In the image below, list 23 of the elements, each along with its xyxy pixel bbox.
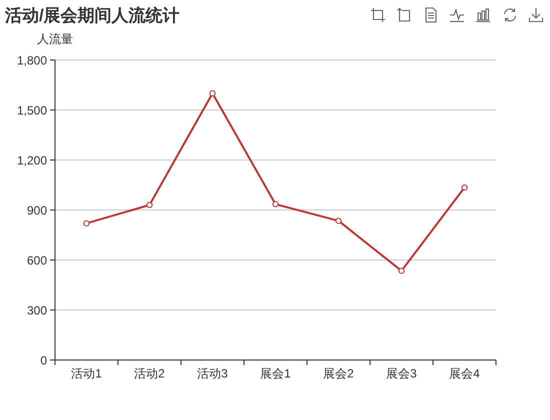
y-tick-label: 0: [40, 353, 48, 368]
x-tick-label: 活动1: [71, 366, 102, 381]
point: [83, 220, 90, 226]
point: [146, 202, 153, 208]
y-tick-label: 600: [26, 253, 48, 268]
y-tick-label: 300: [26, 303, 48, 318]
y-axis-title: 人流量: [36, 31, 74, 48]
y-tick-label: 1,800: [16, 53, 48, 68]
point: [461, 184, 468, 191]
x-tick-label: 活动3: [197, 366, 228, 381]
point: [335, 218, 342, 224]
chart-title: 活动/展会期间人流统计: [5, 5, 180, 27]
x-tick-label: 活动2: [134, 366, 166, 381]
x-tick-label: 展会4: [449, 366, 480, 381]
point: [272, 201, 279, 208]
x-tick-label: 展会2: [323, 366, 354, 381]
y-tick-label: 1,500: [16, 103, 48, 118]
point: [398, 268, 405, 274]
y-tick-label: 900: [26, 203, 48, 218]
x-tick-label: 展会1: [260, 366, 292, 381]
y-tick-label: 1,200: [16, 153, 48, 168]
point: [209, 90, 216, 96]
x-tick-label: 展会3: [386, 366, 418, 381]
